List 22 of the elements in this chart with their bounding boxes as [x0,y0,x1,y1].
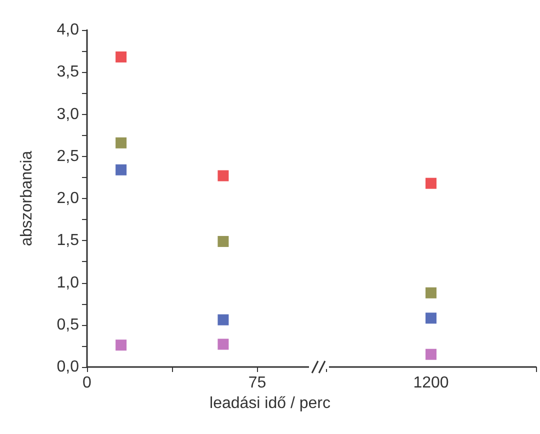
x-tick-label: 75 [248,374,266,392]
point [218,338,229,350]
y-tick-label: 1,5 [56,232,80,250]
y-tick-label: 3,0 [56,106,80,123]
y-tick-label: 2,0 [56,190,80,207]
y-tick-label: 0,0 [56,358,80,376]
x-axis-title: leadási idő / perc [208,395,332,413]
y-tick-label: 3,5 [56,64,80,81]
point [116,164,127,176]
point [116,51,127,62]
point [116,340,127,351]
y-tick-label: 0,5 [56,316,80,334]
x-tick-label: 0 [82,374,92,392]
point [218,236,229,247]
y-axis-title: abszorbancia [18,150,36,246]
point [218,314,229,326]
y-tick-label: 4,0 [56,22,80,38]
point [218,170,229,182]
x-tick-label: 1200 [413,374,449,392]
y-tick-label: 2,5 [56,148,80,165]
point [116,137,127,148]
y-tick-label: 1,0 [56,274,80,292]
